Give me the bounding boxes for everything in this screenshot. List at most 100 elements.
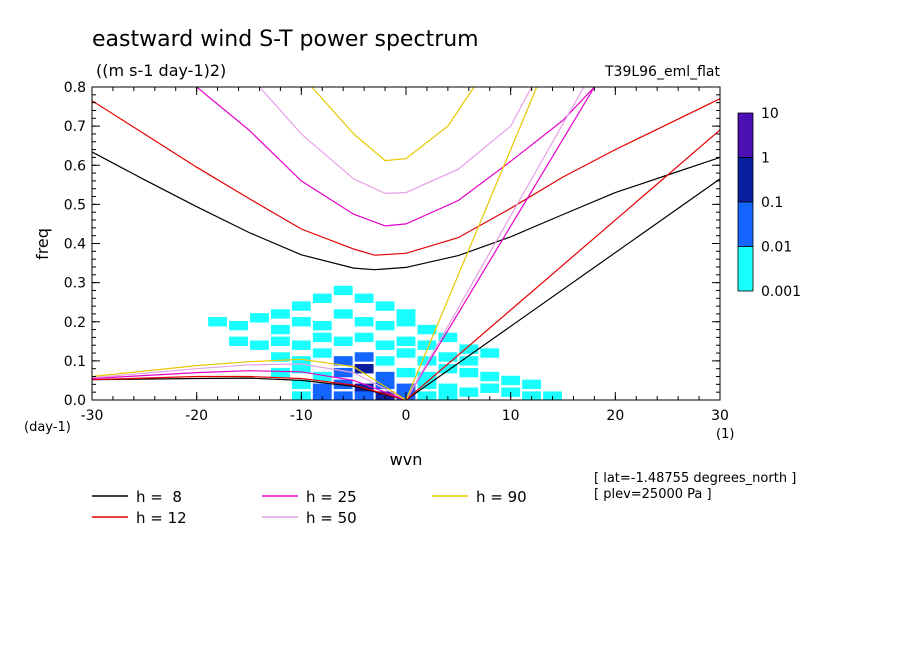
- y-tick-label-2: 0.2: [64, 315, 86, 331]
- power-cell-69: [333, 391, 353, 400]
- legend-label-1: h = 12: [136, 509, 187, 527]
- colorbar-label-1: 1: [761, 151, 770, 167]
- power-cell-21: [291, 340, 311, 350]
- power-cell-61: [438, 383, 458, 393]
- power-cells: [208, 285, 562, 400]
- y-tick-label-4: 0.4: [64, 237, 86, 253]
- power-cell-12: [312, 320, 332, 331]
- x-tick-label-6: 30: [711, 408, 729, 424]
- legend-label-4: h = 90: [476, 488, 527, 506]
- ig-curve-2: [196, 87, 595, 227]
- power-cell-41: [270, 367, 290, 378]
- power-cell-39: [459, 356, 479, 366]
- power-cell-13: [333, 309, 353, 319]
- ig-curve-1: [92, 98, 720, 256]
- kelvin-curve-3: [405, 87, 585, 400]
- rossby-curve-1: [92, 375, 407, 400]
- power-cell-66: [543, 391, 562, 400]
- power-cell-28: [438, 332, 458, 343]
- rossby-curve-4: [92, 358, 407, 400]
- legend-label-2: h = 25: [306, 488, 357, 506]
- power-cell-27: [417, 340, 437, 350]
- power-cell-44: [333, 367, 353, 378]
- chart-title: eastward wind S-T power spectrum: [92, 27, 479, 52]
- power-cell-63: [480, 383, 500, 393]
- power-cell-14: [354, 317, 374, 327]
- power-cell-6: [396, 309, 416, 319]
- legend-label-3: h = 50: [306, 509, 357, 527]
- power-cell-59: [396, 383, 416, 393]
- y-tick-label-0: 0.0: [64, 393, 86, 409]
- y-axis-label: freq: [33, 228, 52, 260]
- legend-label-0: h = 8: [136, 488, 182, 506]
- colorbar-swatch-2: [737, 201, 754, 247]
- info-plev: [ plev=25000 Pa ]: [594, 487, 712, 502]
- power-cell-10: [270, 324, 290, 335]
- power-cell-15: [375, 320, 395, 331]
- colorbar: 10 1 0.1 0.01 0.001: [737, 106, 801, 300]
- power-cell-7: [208, 317, 228, 327]
- chart-subtitle: ((m s-1 day-1)2): [96, 61, 226, 80]
- x-tick-label-1: -20: [185, 408, 208, 424]
- power-cell-9: [250, 313, 269, 323]
- power-cell-46: [375, 371, 395, 382]
- x-tick-label-4: 10: [502, 408, 520, 424]
- power-cell-58: [375, 379, 395, 390]
- colorbar-label-0: 10: [761, 106, 779, 122]
- kelvin-curve-0: [405, 178, 720, 400]
- power-cell-68: [312, 391, 332, 400]
- y-tick-label-8: 0.8: [64, 80, 86, 96]
- power-cell-53: [522, 379, 542, 390]
- power-cell-30: [270, 352, 290, 362]
- colorbar-swatch-0: [737, 112, 754, 158]
- power-cell-45: [354, 364, 374, 374]
- power-cell-55: [312, 383, 332, 393]
- colorbar-label-4: 0.001: [761, 284, 801, 300]
- ig-curve-0: [92, 151, 720, 271]
- kelvin-curve-1: [405, 129, 720, 400]
- power-cell-71: [375, 391, 395, 400]
- power-cell-36: [396, 348, 416, 358]
- power-cell-19: [250, 340, 269, 350]
- power-cell-31: [291, 356, 311, 366]
- ig-curve-4: [311, 87, 475, 162]
- power-cell-0: [312, 293, 332, 303]
- power-cell-49: [438, 364, 458, 374]
- power-cell-18: [229, 336, 248, 347]
- power-cell-5: [375, 301, 395, 311]
- power-cell-25: [375, 340, 395, 350]
- colorbar-swatch-1: [737, 157, 754, 203]
- power-cell-11: [291, 317, 311, 327]
- power-cell-26: [396, 336, 416, 347]
- power-cell-73: [417, 391, 437, 400]
- power-cell-38: [438, 352, 458, 362]
- y-unit-label: (day-1): [24, 420, 71, 435]
- rossby-curve-3: [92, 363, 407, 400]
- x-axis-label: wvn: [390, 450, 423, 469]
- y-tick-label-5: 0.5: [64, 197, 86, 213]
- power-cell-37: [417, 356, 437, 366]
- power-cell-33: [333, 356, 353, 366]
- y-tick-label-3: 0.3: [64, 276, 86, 292]
- y-tick-label-7: 0.7: [64, 119, 86, 135]
- power-cell-51: [480, 371, 500, 382]
- power-cell-70: [354, 391, 374, 400]
- ig-curve-3: [259, 87, 533, 195]
- power-cell-47: [396, 367, 416, 378]
- colorbar-label-3: 0.01: [761, 240, 792, 256]
- dispersion-curves: [92, 87, 720, 400]
- rossby-curve-0: [92, 377, 407, 400]
- axis-ticks: -30 -20 -10 0 10 20 30 0.0 0.1 0.2 0.3 0.4 0.5 0.6 0.7…: [64, 80, 729, 424]
- power-cell-20: [270, 336, 290, 347]
- power-cell-2: [354, 293, 374, 303]
- power-cell-29: [459, 344, 479, 354]
- colorbar-label-2: 0.1: [761, 195, 783, 211]
- power-cell-32: [312, 348, 332, 358]
- run-label: T39L96_eml_flat: [604, 64, 721, 80]
- power-cell-65: [522, 391, 542, 400]
- power-cell-34: [354, 352, 374, 362]
- power-cell-60: [417, 379, 437, 390]
- power-cell-17: [417, 324, 437, 335]
- colorbar-swatch-3: [737, 246, 754, 292]
